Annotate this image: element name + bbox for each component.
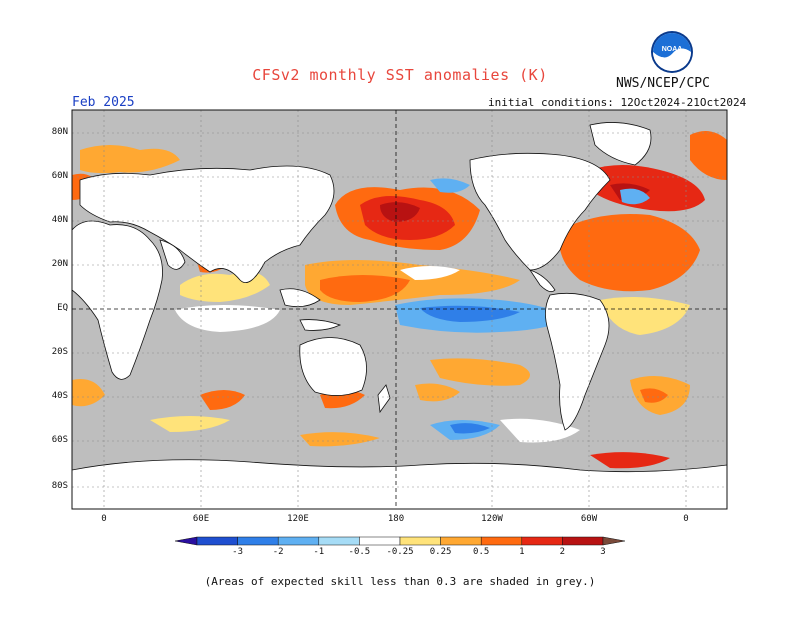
colorbar-label: -3 <box>232 547 244 557</box>
lon-label: 60W <box>580 514 598 524</box>
lon-label: 120W <box>481 514 503 524</box>
colorbar-box <box>562 536 604 546</box>
lat-label: 40S <box>51 391 68 401</box>
colorbar-box <box>399 536 441 546</box>
lat-label: 40N <box>51 215 68 225</box>
forecast-month: Feb 2025 <box>72 95 135 110</box>
warm-anomalies <box>72 131 727 469</box>
lat-label: 80N <box>51 127 68 137</box>
colorbar-label: 2 <box>559 547 566 557</box>
colorbar-label: -0.25 <box>386 547 414 557</box>
map-title: CFSv2 monthly SST anomalies (K) <box>252 66 548 84</box>
agency-label: NWS/NCEP/CPC <box>616 76 710 91</box>
graticule <box>72 110 727 509</box>
colorbar-label: -0.5 <box>348 547 371 557</box>
lat-label: 20N <box>51 259 68 269</box>
lat-label: EQ <box>57 303 68 313</box>
cool-anomalies <box>395 178 650 443</box>
colorbar-box <box>480 536 523 546</box>
logo-text: NOAA <box>662 46 683 53</box>
colorbar-label: 1 <box>519 547 525 557</box>
colorbar-box <box>318 536 360 546</box>
lon-label: 60E <box>192 514 210 524</box>
lon-label: 0 <box>101 514 107 524</box>
colorbar-box <box>521 536 563 546</box>
lon-label: 0 <box>683 514 689 524</box>
skill-footnote: (Areas of expected skill less than 0.3 a… <box>204 575 596 588</box>
colorbar-label: -1 <box>313 547 325 557</box>
colorbar-box <box>277 536 320 546</box>
noaa-logo-icon: NOAA <box>651 31 693 73</box>
colorbar-box <box>440 536 482 546</box>
map-frame <box>71 109 728 510</box>
colorbar-label: 0.25 <box>429 547 452 557</box>
lat-label: 20S <box>51 347 68 357</box>
colorbar-label: -2 <box>272 547 284 557</box>
colorbar-box <box>237 536 279 546</box>
lat-label: 60N <box>51 171 68 181</box>
lat-label: 80S <box>51 481 68 491</box>
lat-label: 60S <box>51 435 68 445</box>
colorbar-min-triangle <box>174 536 198 546</box>
colorbar-label: 3 <box>600 547 606 557</box>
lon-label: 120E <box>287 514 309 524</box>
colorbar-max-triangle <box>602 536 626 546</box>
initial-conditions: initial conditions: 12Oct2024-21Oct2024 <box>488 96 747 109</box>
colorbar-label: 0.5 <box>473 547 490 557</box>
lon-label: 180 <box>387 514 405 524</box>
colorbar-box <box>359 536 401 546</box>
colorbar-box <box>196 536 238 546</box>
land-masses <box>72 122 727 509</box>
